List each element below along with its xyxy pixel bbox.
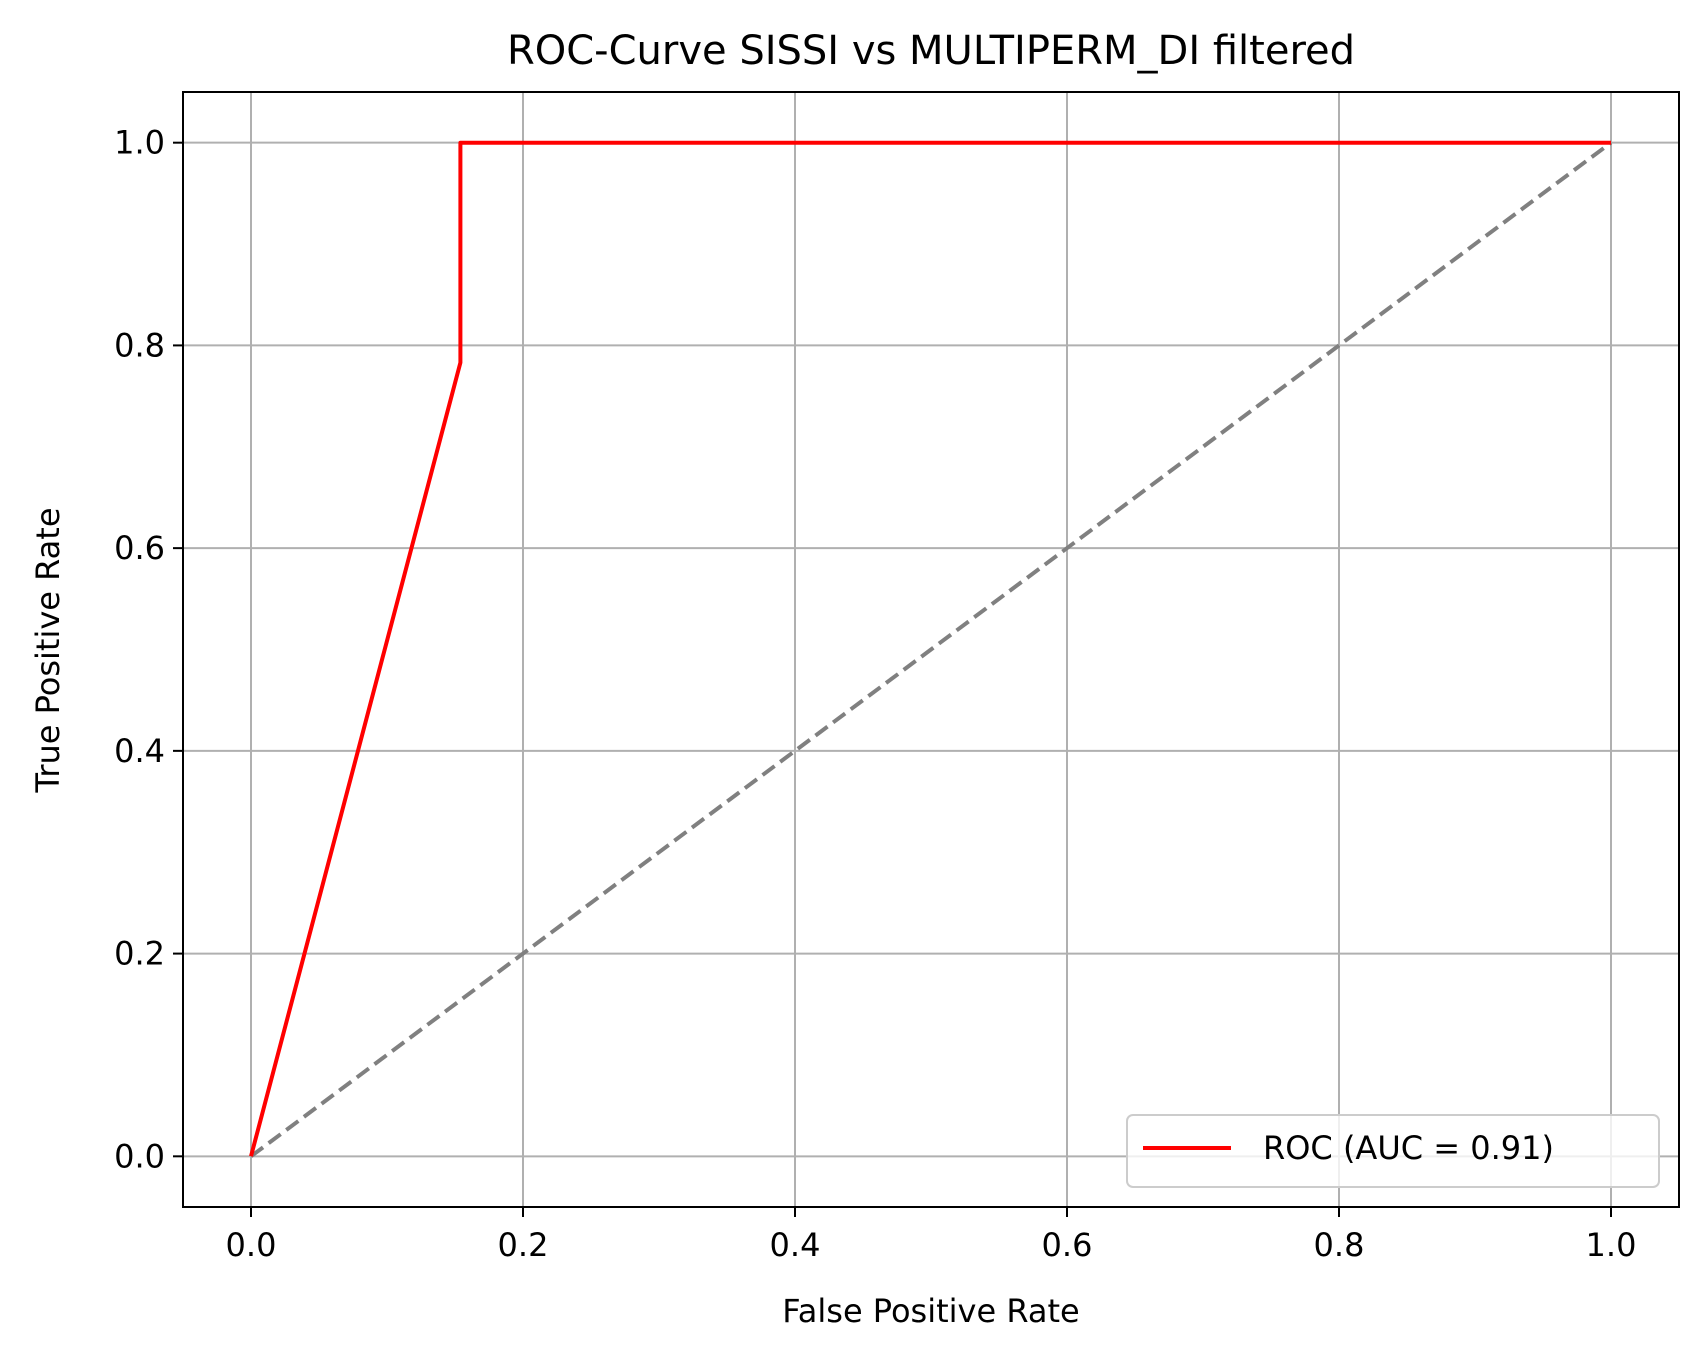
- y-tick-label: 0.8: [114, 326, 165, 364]
- x-tick-label: 0.4: [770, 1226, 821, 1264]
- roc-curve-line: [249, 140, 1611, 1157]
- series-layer: [249, 140, 1613, 1158]
- y-tick-label: 1.0: [114, 124, 165, 162]
- legend-label-roc: ROC (AUC = 0.91): [1263, 1129, 1554, 1167]
- x-tick-label: 0.2: [498, 1226, 549, 1264]
- y-tick-label: 0.6: [114, 529, 165, 567]
- x-tick-label: 0.6: [1042, 1226, 1093, 1264]
- grid-lines: [183, 92, 1679, 1207]
- legend: ROC (AUC = 0.91): [1126, 1114, 1660, 1188]
- chance-diagonal-line: [249, 141, 1613, 1158]
- x-tick-label: 0.8: [1314, 1226, 1365, 1264]
- y-tick-label: 0.0: [114, 1137, 165, 1175]
- y-axis-title: True Positive Rate: [29, 507, 67, 793]
- x-tick-label: 0.0: [226, 1226, 277, 1264]
- y-tick-label: 0.2: [114, 935, 165, 973]
- axis-ticks: 0.0 0.2 0.4 0.6 0.8 1.0 0.0 0.2 0.4 0.6 0.8 1.0: [114, 124, 1636, 1264]
- y-tick-label: 0.4: [114, 732, 165, 770]
- plot-frame: [182, 91, 1680, 1208]
- x-axis-title: False Positive Rate: [782, 1292, 1079, 1330]
- chart-title: ROC-Curve SISSI vs MULTIPERM_DI filtered: [507, 28, 1355, 74]
- x-tick-label: 1.0: [1586, 1226, 1637, 1264]
- legend-box: [1126, 1114, 1660, 1188]
